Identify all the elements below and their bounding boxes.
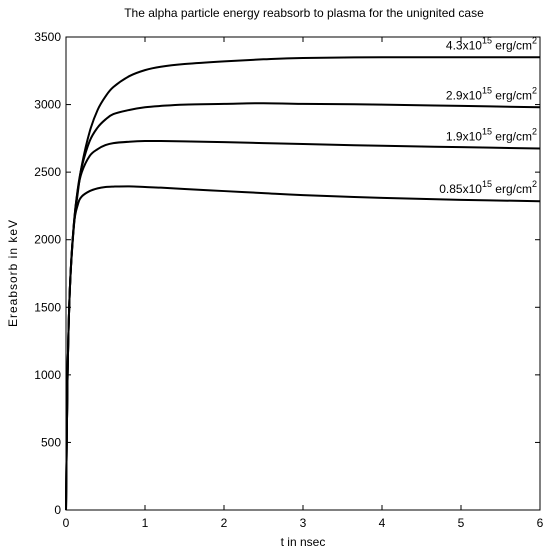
annotation-exponent: 15 [482, 179, 492, 189]
annotation-exponent: 15 [482, 126, 492, 136]
x-tick-label: 1 [142, 516, 149, 530]
series-line-4 [65, 185, 541, 511]
y-tick-label: 3000 [34, 98, 61, 112]
annotation-unit: erg/cm [492, 88, 532, 102]
annotation-mantissa: 1.9x10 [446, 129, 482, 143]
x-tick-label: 6 [537, 516, 544, 530]
x-tick-label: 3 [300, 516, 307, 530]
annotation-exponent: 15 [482, 85, 492, 95]
annotation-exponent: 15 [482, 35, 492, 45]
series-annotation-4: 0.85x1015 erg/cm2 [439, 179, 537, 196]
annotation-unit: erg/cm [492, 129, 532, 143]
annotation-unit: erg/cm [492, 38, 532, 52]
x-axis: 0 1 2 3 4 5 6 [63, 37, 544, 530]
annotation-unit: erg/cm [492, 182, 532, 196]
x-axis-label: t in nsec [281, 535, 326, 549]
series-lines [65, 56, 541, 511]
y-tick-label: 500 [41, 435, 61, 449]
series-annotation-1: 4.3x1015 erg/cm2 [446, 35, 537, 52]
series-line-1 [65, 56, 540, 511]
x-tick-label: 2 [221, 516, 228, 530]
y-tick-label: 1000 [34, 368, 61, 382]
y-tick-label: 2500 [34, 165, 61, 179]
annotation-mantissa: 4.3x10 [446, 38, 482, 52]
y-tick-label: 3500 [34, 30, 61, 44]
y-axis: 0 500 1000 1500 2000 2500 3000 3500 [34, 30, 540, 517]
annotation-mantissa: 2.9x10 [446, 88, 482, 102]
series-annotation-3: 1.9x1015 erg/cm2 [446, 126, 537, 143]
annotation-unit-exponent: 2 [532, 85, 537, 95]
series-annotation-2: 2.9x1015 erg/cm2 [446, 85, 537, 102]
y-axis-label: Ereabsorb in keV [6, 219, 20, 327]
y-tick-label: 0 [54, 503, 61, 517]
series-line-2 [65, 102, 541, 511]
chart-title: The alpha particle energy reabsorb to pl… [124, 6, 484, 20]
annotation-mantissa: 0.85x10 [439, 182, 482, 196]
annotation-unit-exponent: 2 [532, 35, 537, 45]
y-tick-label: 2000 [34, 233, 61, 247]
series-line-3 [65, 139, 541, 511]
x-tick-label: 5 [458, 516, 465, 530]
annotation-unit-exponent: 2 [532, 179, 537, 189]
y-tick-label: 1500 [34, 300, 61, 314]
annotation-unit-exponent: 2 [532, 126, 537, 136]
x-tick-label: 4 [379, 516, 386, 530]
x-tick-label: 0 [63, 516, 70, 530]
